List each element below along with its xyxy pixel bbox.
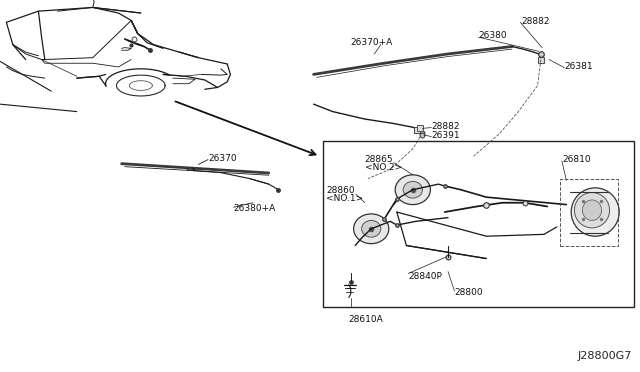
Text: 26381: 26381 — [564, 62, 593, 71]
Ellipse shape — [582, 200, 602, 220]
Bar — [323, 141, 634, 307]
Ellipse shape — [572, 188, 620, 236]
Text: <NO.1>: <NO.1> — [326, 194, 364, 203]
Text: J28800G7: J28800G7 — [578, 351, 632, 361]
Text: 26370: 26370 — [208, 154, 237, 163]
Text: <NO.2>: <NO.2> — [365, 163, 402, 172]
Ellipse shape — [396, 175, 431, 205]
Text: 28882: 28882 — [522, 17, 550, 26]
Bar — [560, 179, 618, 246]
Text: 26810: 26810 — [562, 155, 591, 164]
Text: 26370+A: 26370+A — [351, 38, 393, 47]
Text: 26380: 26380 — [479, 31, 508, 40]
Ellipse shape — [353, 214, 389, 244]
Text: 28882: 28882 — [431, 122, 460, 131]
Text: 28865: 28865 — [365, 155, 394, 164]
Text: 26380+A: 26380+A — [234, 204, 276, 213]
Text: 26391: 26391 — [431, 131, 460, 140]
Text: 28860: 28860 — [326, 186, 355, 195]
Ellipse shape — [575, 193, 610, 228]
Text: 28840P: 28840P — [408, 272, 442, 280]
Ellipse shape — [362, 220, 381, 237]
Text: 28800: 28800 — [454, 288, 483, 297]
Text: 28610A: 28610A — [349, 315, 383, 324]
Ellipse shape — [403, 181, 422, 198]
